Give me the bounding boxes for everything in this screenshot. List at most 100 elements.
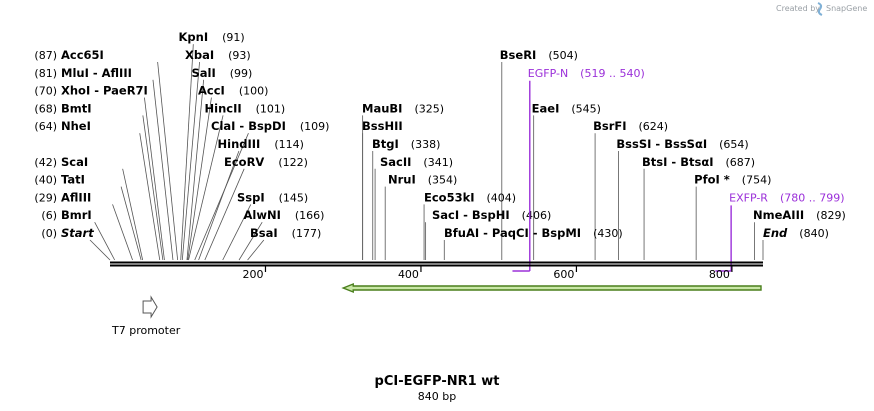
site-position: (177) (292, 227, 322, 240)
site-name: NruI (388, 173, 416, 187)
site-pfoi: PfoI * (754) (694, 173, 771, 187)
site-leader (157, 61, 179, 261)
site-eaei: EaeI (545) (532, 101, 601, 115)
primer-name: EGFP-N (528, 67, 568, 80)
site-name: BseRI (500, 48, 537, 62)
site-labels: (0) Start (6) BmrI (29) AflIII (40) TatI (42) Sca… (34, 30, 845, 240)
ruler-tick-label: 800 (709, 268, 730, 281)
site-scai: (42) ScaI (34, 155, 88, 169)
site-xbai: XbaI (93) (185, 48, 251, 62)
site-name: EaeI (532, 101, 560, 115)
site-position: (99) (230, 67, 253, 80)
site-sali: SalI (99) (192, 66, 253, 80)
feature-egfp (341, 282, 762, 294)
site-position: (40) (34, 174, 57, 187)
site-name: Start (61, 226, 94, 240)
site-position: (624) (639, 120, 669, 133)
site-position: (109) (300, 120, 330, 133)
site-name: SacII (380, 155, 411, 169)
primer-egfp-n: EGFP-N (519 .. 540) (512, 67, 645, 272)
site-leader (89, 239, 111, 261)
site-leader (152, 79, 174, 261)
site-name: XhoI - PaeR7I (61, 84, 148, 98)
site-start: (0) Start (41, 226, 94, 240)
site-acc65i: (87) Acc65I (34, 48, 103, 62)
site-bsshii: BssHII (362, 119, 403, 133)
site-position: (325) (414, 102, 444, 115)
egfp-feature-arrow (341, 282, 762, 294)
map-length: 840 bp (418, 390, 456, 403)
t7-promoter-arrow (142, 295, 158, 319)
site-bsai: BsaI (177) (250, 226, 321, 240)
site-leader (94, 222, 116, 261)
primer-exfp-r: EXFP-R (780 .. 799) (715, 191, 845, 272)
site-name: BtsI - BtsαI (642, 155, 713, 169)
site-leader (238, 221, 263, 261)
site-position: (404) (487, 191, 517, 204)
site-bmti: (68) BmtI (34, 101, 91, 115)
credit-brand: SnapGene (826, 4, 867, 13)
site-position: (81) (34, 67, 57, 80)
site-position: (0) (41, 227, 57, 240)
site-position: (64) (34, 120, 57, 133)
site-name: BsrFI (593, 119, 626, 133)
site-leader (180, 44, 194, 261)
site-position: (341) (423, 156, 453, 169)
site-bseri: BseRI (504) (500, 48, 578, 62)
site-saci-bsphi: SacI - BspHI (406) (432, 208, 551, 222)
site-name: SalI (192, 66, 216, 80)
site-leader (144, 97, 165, 261)
site-position: (114) (274, 138, 304, 151)
credit-text: Created by (776, 4, 820, 13)
ruler-tick-label: 200 (242, 268, 263, 281)
site-leader (142, 115, 164, 261)
site-name: BssHII (362, 119, 403, 133)
site-position: (68) (34, 102, 57, 115)
site-position: (166) (295, 209, 325, 222)
site-name: XbaI (185, 48, 214, 62)
site-bmri: (6) BmrI (41, 208, 91, 222)
site-name: AccI (198, 84, 225, 98)
site-name: BtgI (372, 137, 399, 151)
site-leader (188, 115, 224, 261)
site-name: ClaI - BspDI (211, 119, 286, 133)
feature-label: T7 promoter (111, 324, 181, 337)
site-position: (354) (428, 174, 458, 187)
site-alwni: AlwNI (166) (244, 208, 325, 222)
site-sspi: SspI (145) (237, 190, 308, 204)
site-leader (139, 133, 161, 261)
site-leader (187, 97, 212, 261)
site-afliii: (29) AflIII (34, 190, 91, 204)
primer-range: (519 .. 540) (580, 67, 645, 80)
primer-range: (780 .. 799) (780, 191, 845, 204)
ruler-tick-label: 400 (398, 268, 419, 281)
site-position: (840) (799, 227, 829, 240)
site-name: HincII (205, 101, 242, 115)
site-hindiii: HindIII (114) (218, 137, 304, 151)
site-position: (91) (222, 31, 245, 44)
site-name: BssSI - BssSαI (616, 137, 707, 151)
ruler-tick-label: 600 (553, 268, 574, 281)
site-name: KpnI (179, 30, 209, 44)
snapgene-logo-icon (817, 2, 823, 16)
site-bsrfi: BsrFI (624) (593, 119, 668, 133)
site-nhei: (64) NheI (34, 119, 90, 133)
site-position: (122) (278, 156, 308, 169)
site-tati: (40) TatI (34, 173, 85, 187)
site-name: NheI (61, 119, 91, 133)
site-position: (93) (228, 49, 251, 62)
site-xhoi-paer7i: (70) XhoI - PaeR7I (34, 84, 147, 98)
site-leader (194, 133, 249, 261)
site-position: (101) (256, 102, 286, 115)
site-name: BmtI (61, 101, 92, 115)
site-name: Eco53kI (424, 190, 475, 204)
site-name: MauBI (362, 101, 402, 115)
site-name: TatI (61, 173, 85, 187)
site-name: AlwNI (244, 208, 281, 222)
site-leader (120, 186, 142, 261)
site-kpni: KpnI (91) (179, 30, 245, 44)
site-btgi: BtgI (338) (372, 137, 440, 151)
primers: EGFP-N (519 .. 540) EXFP-R (780 .. 799) (512, 67, 845, 272)
site-hincii: HincII (101) (205, 101, 286, 115)
